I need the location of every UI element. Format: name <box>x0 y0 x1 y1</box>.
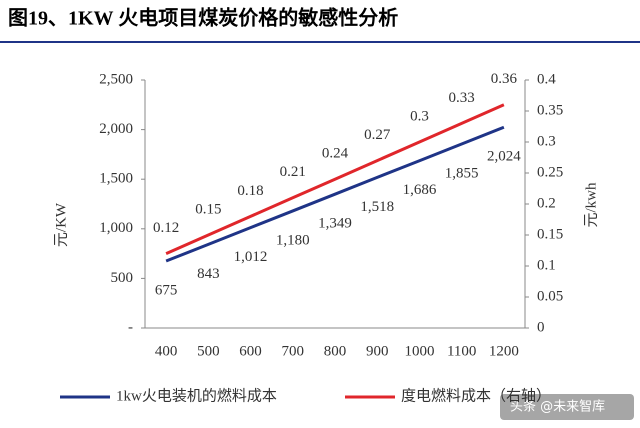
y-tick-label: 2,500 <box>99 71 133 87</box>
data-label: 0.21 <box>280 164 306 180</box>
data-label: 0.18 <box>237 183 263 199</box>
data-label: 1,686 <box>403 182 437 198</box>
y2-tick-label: 0.3 <box>537 133 556 149</box>
y2-tick-label: 0.1 <box>537 257 556 273</box>
series-line <box>165 125 505 263</box>
y-axis-label: 元/KW <box>53 202 69 247</box>
data-label: 2,024 <box>487 149 521 165</box>
y2-tick-label: 0.05 <box>537 288 563 304</box>
y2-tick-label: 0.25 <box>537 164 563 180</box>
y-tick-label: 2,000 <box>99 121 133 137</box>
data-label: 0.3 <box>410 108 429 124</box>
y2-tick-label: 0.4 <box>537 71 556 87</box>
x-tick-label: 1200 <box>489 343 519 359</box>
data-label: 0.36 <box>491 71 518 87</box>
x-tick-label: 900 <box>366 343 389 359</box>
data-label: 843 <box>197 266 220 282</box>
y-tick-label: - <box>128 319 133 335</box>
y2-tick-label: 0.15 <box>537 226 563 242</box>
data-label: 1,855 <box>445 165 479 181</box>
x-tick-label: 600 <box>239 343 262 359</box>
x-tick-label: 1100 <box>447 343 476 359</box>
y2-tick-label: 0.35 <box>537 102 563 118</box>
data-label: 0.15 <box>195 201 221 217</box>
x-tick-label: 500 <box>197 343 220 359</box>
x-tick-label: 700 <box>282 343 305 359</box>
data-label: 0.33 <box>449 90 475 106</box>
y-tick-label: 500 <box>111 270 134 286</box>
data-label: 1,180 <box>276 232 310 248</box>
watermark: 头条 @未来智库 <box>510 399 605 415</box>
watermark-box <box>500 394 634 420</box>
data-label: 1,349 <box>318 216 352 232</box>
data-label: 1,012 <box>234 249 268 265</box>
data-label: 1,518 <box>360 199 394 215</box>
y-tick-label: 1,000 <box>99 220 133 236</box>
data-label: 675 <box>155 282 178 298</box>
legend-label: 度电燃料成本（右轴） <box>401 386 551 404</box>
legend-label: 1kw火电装机的燃料成本 <box>116 386 277 404</box>
chart-title: 图19、1KW 火电项目煤炭价格的敏感性分析 <box>8 6 398 30</box>
y2-tick-label: 0 <box>537 319 545 335</box>
data-label: 0.24 <box>322 146 349 162</box>
y2-tick-label: 0.2 <box>537 195 556 211</box>
x-tick-label: 1000 <box>404 343 434 359</box>
data-label: 0.12 <box>153 220 179 236</box>
x-tick-label: 400 <box>155 343 178 359</box>
series-line <box>165 103 505 255</box>
data-label: 0.27 <box>364 127 391 143</box>
y2-axis-label: 元/kwh <box>583 182 599 228</box>
x-tick-label: 800 <box>324 343 347 359</box>
y-tick-label: 1,500 <box>99 171 133 187</box>
